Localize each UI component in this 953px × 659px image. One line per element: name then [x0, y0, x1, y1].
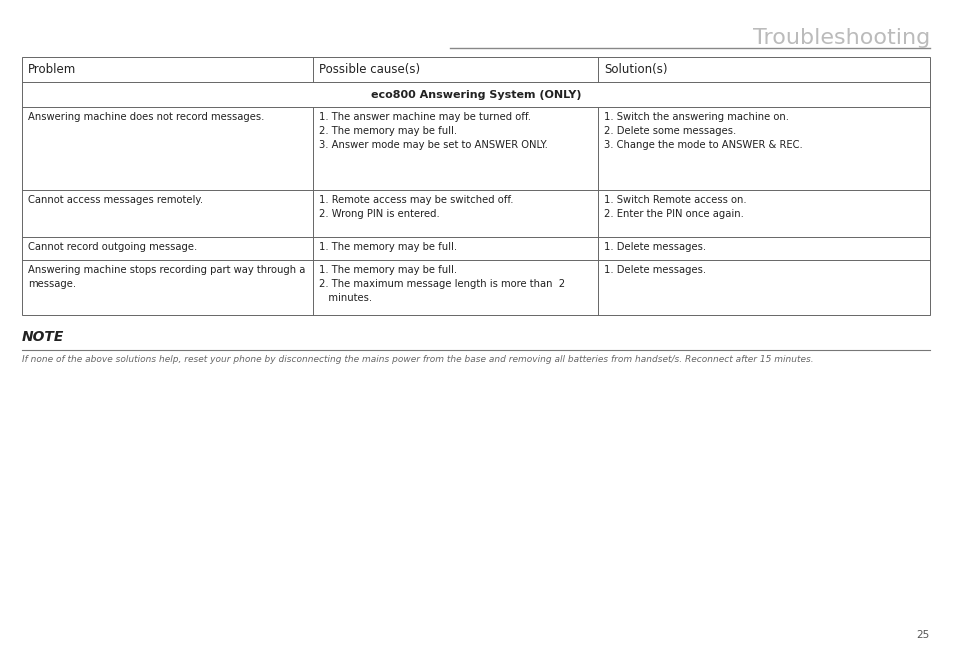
Text: 1. Delete messages.: 1. Delete messages.	[603, 242, 705, 252]
Text: 1. Switch Remote access on.
2. Enter the PIN once again.: 1. Switch Remote access on. 2. Enter the…	[603, 195, 746, 219]
Text: Possible cause(s): Possible cause(s)	[318, 63, 419, 76]
Text: Problem: Problem	[28, 63, 76, 76]
Text: NOTE: NOTE	[22, 330, 64, 344]
Text: Answering machine does not record messages.: Answering machine does not record messag…	[28, 112, 264, 122]
Text: 25: 25	[916, 630, 929, 640]
Text: eco800 Answering System (ONLY): eco800 Answering System (ONLY)	[371, 90, 580, 100]
Text: Solution(s): Solution(s)	[603, 63, 667, 76]
Bar	[22, 57, 929, 315]
Text: Cannot record outgoing message.: Cannot record outgoing message.	[28, 242, 197, 252]
Text: 1. Remote access may be switched off.
2. Wrong PIN is entered.: 1. Remote access may be switched off. 2.…	[318, 195, 513, 219]
Text: 1. The memory may be full.: 1. The memory may be full.	[318, 242, 456, 252]
Text: Troubleshooting: Troubleshooting	[752, 28, 929, 48]
Text: 1. The answer machine may be turned off.
2. The memory may be full.
3. Answer mo: 1. The answer machine may be turned off.…	[318, 112, 547, 150]
Text: If none of the above solutions help, reset your phone by disconnecting the mains: If none of the above solutions help, res…	[22, 355, 813, 364]
Text: Cannot access messages remotely.: Cannot access messages remotely.	[28, 195, 203, 205]
Text: 1. Switch the answering machine on.
2. Delete some messages.
3. Change the mode : 1. Switch the answering machine on. 2. D…	[603, 112, 801, 150]
Text: Answering machine stops recording part way through a
message.: Answering machine stops recording part w…	[28, 265, 305, 289]
Text: 1. Delete messages.: 1. Delete messages.	[603, 265, 705, 275]
Text: 1. The memory may be full.
2. The maximum message length is more than  2
   minu: 1. The memory may be full. 2. The maximu…	[318, 265, 564, 303]
